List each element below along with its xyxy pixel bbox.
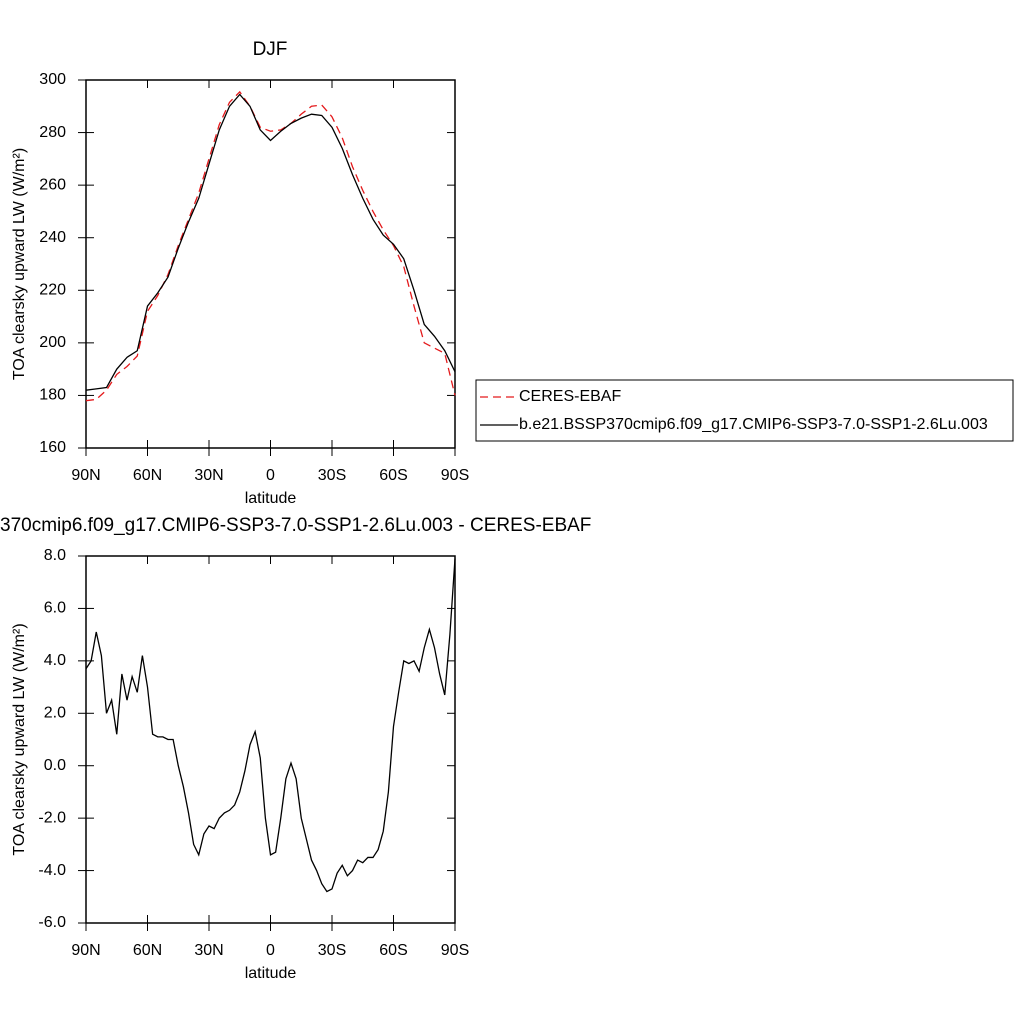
y-tick-label: 280 [39,124,66,141]
x-tick-label: 0 [266,467,275,484]
x-tick-label: 90S [441,467,469,484]
x-tick-label: 30N [194,942,223,959]
y-tick-label: 300 [39,71,66,88]
y-tick-label: 180 [39,387,66,404]
x-tick-label: 90N [71,942,100,959]
y-tick-label: -2.0 [38,809,66,826]
legend-label: CERES-EBAF [519,388,621,405]
y-tick-label: 220 [39,282,66,299]
legend-box [475,379,1014,442]
x-tick-label: 60S [379,942,407,959]
y-tick-label: 260 [39,176,66,193]
x-tick-label: 90S [441,942,469,959]
x-tick-label: 60N [133,942,162,959]
x-axis-label: latitude [245,490,297,507]
x-tick-label: 60S [379,467,407,484]
data-line [85,90,456,402]
x-axis-label: latitude [245,965,297,982]
y-tick-label: 2.0 [44,705,66,722]
chart-title: 370cmip6.f09_g17.CMIP6-SSP3-7.0-SSP1-2.6… [0,515,591,536]
x-tick-label: 30N [194,467,223,484]
y-tick-label: 8.0 [44,547,66,564]
data-line [85,558,456,893]
data-line [85,93,456,391]
plot-frame [85,79,456,449]
y-tick-label: 0.0 [44,757,66,774]
y-tick-label: 6.0 [44,600,66,617]
legend-label: b.e21.BSSP370cmip6.f09_g17.CMIP6-SSP3-7.… [519,416,988,433]
y-tick-label: 200 [39,334,66,351]
x-tick-label: 0 [266,942,275,959]
y-tick-label: -6.0 [38,914,66,931]
y-axis-label: TOA clearsky upward LW (W/m²) [11,148,28,380]
x-tick-label: 90N [71,467,100,484]
chart-title: DJF [253,39,288,60]
x-tick-label: 60N [133,467,162,484]
x-tick-label: 30S [318,942,346,959]
y-tick-label: -4.0 [38,862,66,879]
y-axis-label: TOA clearsky upward LW (W/m²) [11,623,28,855]
plot-frame [85,555,456,924]
x-tick-label: 30S [318,467,346,484]
y-tick-label: 4.0 [44,652,66,669]
y-tick-label: 240 [39,229,66,246]
y-tick-label: 160 [39,439,66,456]
